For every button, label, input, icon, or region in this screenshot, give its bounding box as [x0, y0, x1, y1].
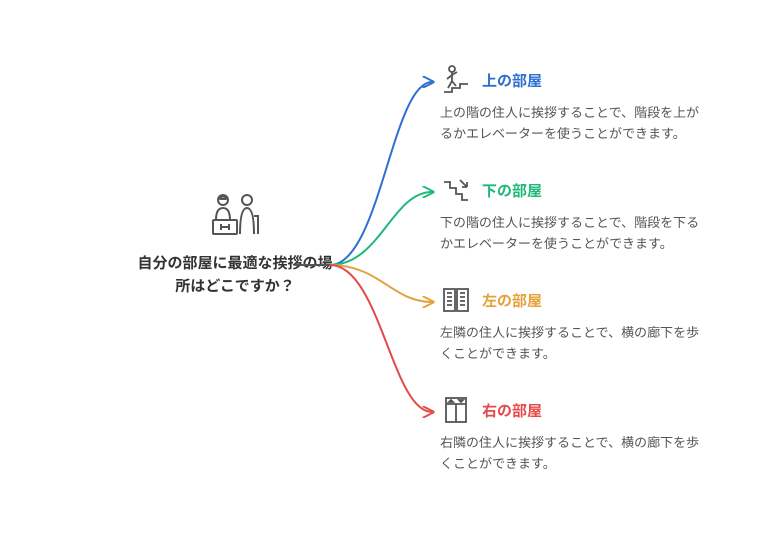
- root-node: 自分の部屋に最適な挨拶の場所はどこですか？: [135, 190, 335, 297]
- leaf-title-up: 上の部屋: [482, 70, 542, 91]
- leaf-header: 右の部屋: [440, 394, 710, 426]
- branch-down: [330, 192, 432, 265]
- leaf-up: 上の部屋 上の階の住人に挨拶することで、階段を上がるかエレベーターを使うことがで…: [440, 64, 710, 144]
- leaf-header: 左の部屋: [440, 284, 710, 316]
- leaf-header: 下の部屋: [440, 174, 710, 206]
- person-upstairs-icon: [440, 64, 472, 96]
- branch-right: [330, 265, 432, 412]
- stairs-down-icon: [440, 174, 472, 206]
- leaf-desc-up: 上の階の住人に挨拶することで、階段を上がるかエレベーターを使うことができます。: [440, 102, 710, 144]
- doors-icon: [440, 284, 472, 316]
- leaf-left: 左の部屋 左隣の住人に挨拶することで、横の廊下を歩くことができます。: [440, 284, 710, 364]
- leaf-desc-left: 左隣の住人に挨拶することで、横の廊下を歩くことができます。: [440, 322, 710, 364]
- elevator-icon: [440, 394, 472, 426]
- leaf-desc-down: 下の階の住人に挨拶することで、階段を下るかエレベーターを使うことができます。: [440, 212, 710, 254]
- branch-up: [330, 82, 432, 265]
- leaf-down: 下の部屋 下の階の住人に挨拶することで、階段を下るかエレベーターを使うことができ…: [440, 174, 710, 254]
- people-reception-icon: [207, 190, 263, 242]
- leaf-header: 上の部屋: [440, 64, 710, 96]
- leaf-title-right: 右の部屋: [482, 400, 542, 421]
- leaf-title-down: 下の部屋: [482, 180, 542, 201]
- branch-left: [330, 265, 432, 302]
- root-title: 自分の部屋に最適な挨拶の場所はどこですか？: [135, 252, 335, 297]
- leaf-right: 右の部屋 右隣の住人に挨拶することで、横の廊下を歩くことができます。: [440, 394, 710, 474]
- leaf-title-left: 左の部屋: [482, 290, 542, 311]
- leaf-desc-right: 右隣の住人に挨拶することで、横の廊下を歩くことができます。: [440, 432, 710, 474]
